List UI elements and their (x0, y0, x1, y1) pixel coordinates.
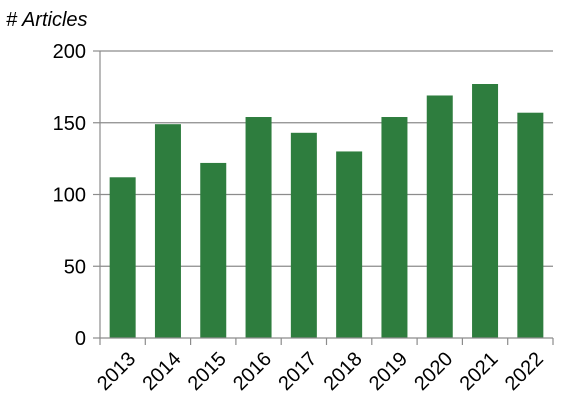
x-tick-label: 2013 (93, 348, 140, 395)
bar-2019 (381, 117, 408, 338)
bar-2013 (109, 177, 136, 338)
y-axis-label: # Articles (6, 9, 88, 31)
y-tick-label: 150 (53, 113, 86, 135)
x-tick-label: 2020 (410, 348, 457, 395)
bar-2014 (154, 124, 181, 338)
y-tick-labels: 0 50 100 150 200 (53, 41, 86, 350)
bar-2016 (245, 117, 272, 338)
x-tick-label: 2022 (501, 348, 548, 395)
x-tick-label: 2021 (456, 348, 503, 395)
bars (109, 84, 544, 338)
y-tick-label: 100 (53, 185, 86, 207)
x-tick-label: 2017 (274, 348, 321, 395)
axes (93, 50, 554, 345)
y-tick-label: 50 (64, 256, 86, 278)
x-tick-label: 2018 (320, 348, 367, 395)
x-tick-label: 2015 (184, 348, 231, 395)
bar-2018 (336, 151, 363, 338)
y-tick-label: 200 (53, 41, 86, 63)
bar-2020 (426, 95, 453, 338)
bar-2022 (517, 112, 544, 338)
x-tick-label: 2019 (365, 348, 412, 395)
x-tick-label: 2016 (229, 348, 276, 395)
y-tick-label: 0 (75, 328, 86, 350)
x-tick-label: 2014 (138, 348, 185, 395)
bar-2015 (200, 162, 227, 338)
bar-2017 (290, 132, 317, 338)
bar-2021 (472, 84, 499, 338)
